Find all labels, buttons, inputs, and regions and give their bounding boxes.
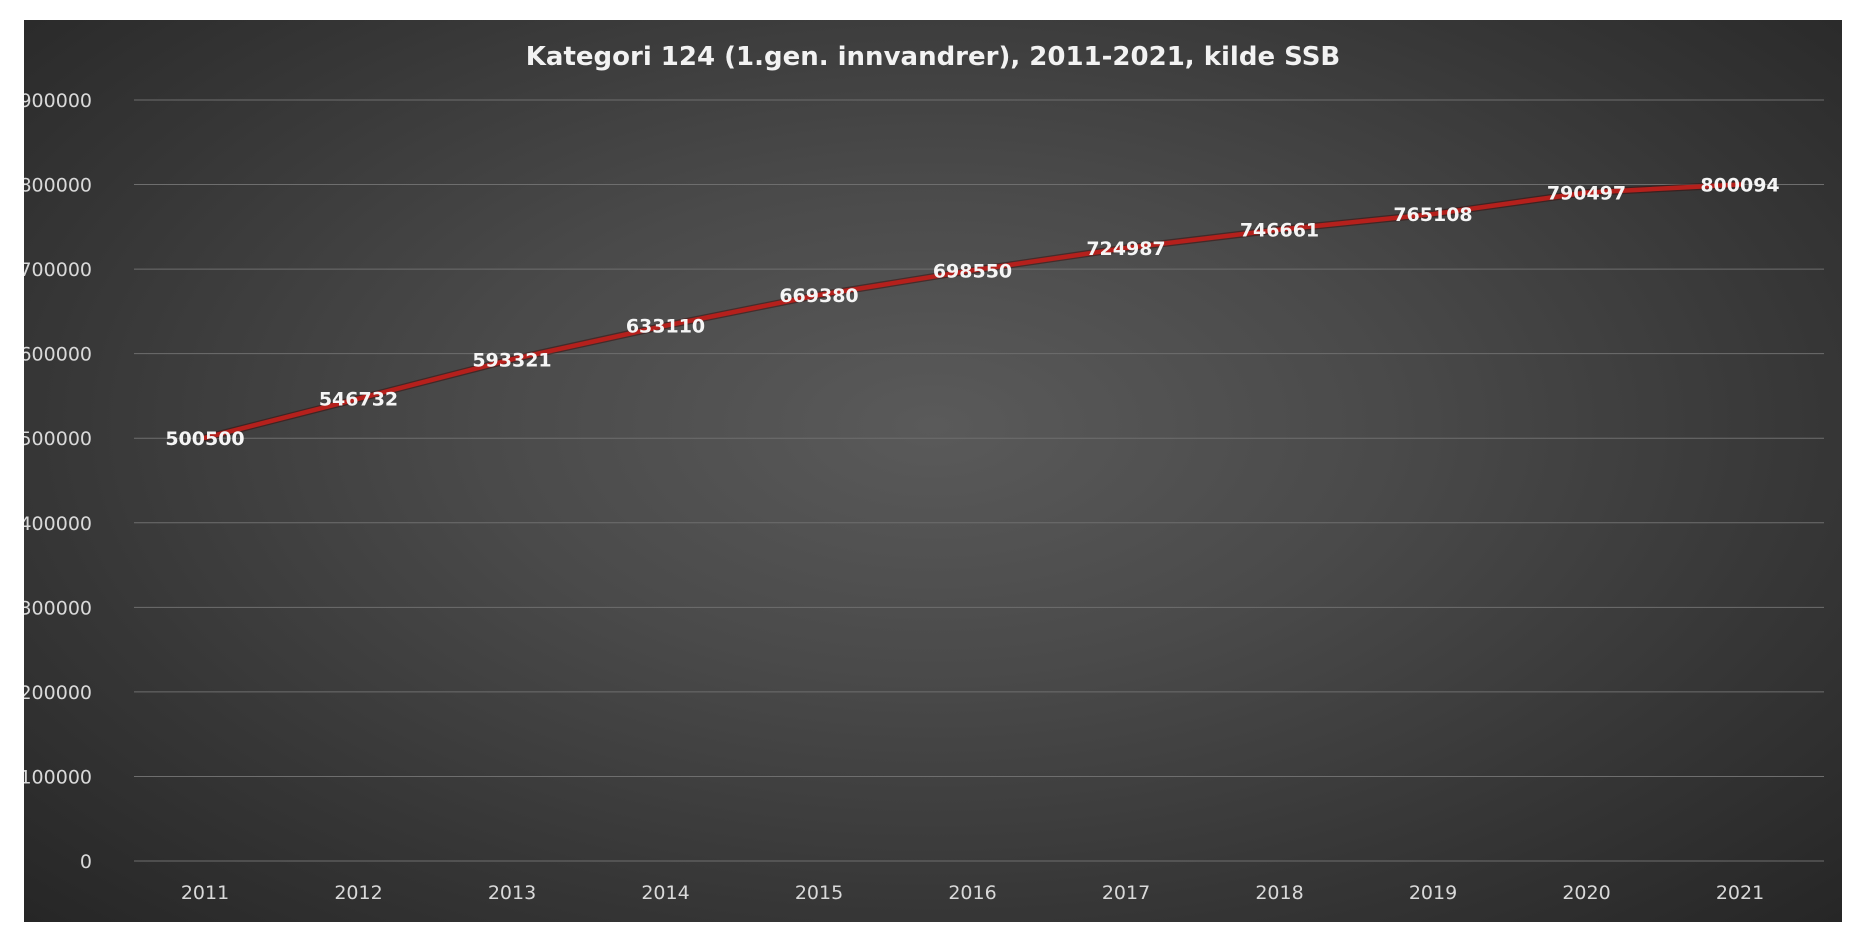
y-axis-ticks: 0 100000 200000 300000 400000 500000 600000 700… bbox=[24, 90, 92, 873]
x-tick-label: 2019 bbox=[1409, 882, 1457, 904]
x-tick-label: 2015 bbox=[795, 882, 843, 904]
series-line-group bbox=[201, 180, 1744, 442]
data-label: 500500 bbox=[165, 428, 244, 450]
x-tick-label: 2016 bbox=[948, 882, 996, 904]
line-chart: Kategori 124 (1.gen. innvandrer), 2011-2… bbox=[24, 42, 1824, 904]
data-label: 800094 bbox=[1700, 174, 1779, 196]
data-point bbox=[510, 357, 514, 362]
x-tick-label: 2017 bbox=[1102, 882, 1150, 904]
data-point bbox=[203, 435, 207, 440]
y-tick-label: 100000 bbox=[24, 766, 92, 788]
data-label: 593321 bbox=[472, 349, 551, 371]
x-tick-label: 2013 bbox=[488, 882, 536, 904]
x-tick-label: 2021 bbox=[1716, 882, 1764, 904]
y-tick-label: 400000 bbox=[24, 513, 92, 535]
data-point bbox=[817, 293, 821, 298]
x-tick-label: 2014 bbox=[641, 882, 689, 904]
y-tick-label: 700000 bbox=[24, 259, 92, 281]
data-point bbox=[1277, 227, 1282, 232]
gridlines bbox=[134, 99, 1824, 862]
data-label: 790497 bbox=[1547, 183, 1626, 205]
y-tick-label: 200000 bbox=[24, 682, 92, 704]
chart-area: Kategori 124 (1.gen. innvandrer), 2011-2… bbox=[24, 20, 1842, 922]
chart-title: Kategori 124 (1.gen. innvandrer), 2011-2… bbox=[526, 42, 1340, 72]
data-point bbox=[1124, 245, 1128, 250]
x-tick-label: 2011 bbox=[181, 882, 229, 904]
x-tick-label: 2020 bbox=[1562, 882, 1610, 904]
data-point bbox=[1584, 190, 1589, 195]
data-point bbox=[1431, 212, 1435, 217]
x-tick-label: 2018 bbox=[1255, 882, 1303, 904]
data-point bbox=[663, 323, 668, 328]
y-tick-label: 300000 bbox=[24, 597, 92, 619]
data-label: 633110 bbox=[626, 316, 705, 338]
y-tick-label: 0 bbox=[80, 851, 92, 873]
data-label: 724987 bbox=[1086, 238, 1165, 260]
data-point bbox=[970, 268, 975, 273]
data-label: 746661 bbox=[1240, 220, 1319, 242]
x-axis-ticks: 2011 2012 2013 2014 2015 2016 2017 2018 2019 2020… bbox=[181, 882, 1764, 904]
data-point bbox=[356, 396, 361, 401]
data-label: 669380 bbox=[779, 285, 858, 307]
data-label: 698550 bbox=[933, 260, 1012, 282]
data-label: 546732 bbox=[319, 389, 398, 411]
x-tick-label: 2012 bbox=[334, 882, 382, 904]
data-point bbox=[1738, 182, 1742, 187]
y-tick-label: 800000 bbox=[24, 175, 92, 197]
y-tick-label: 600000 bbox=[24, 344, 92, 366]
y-tick-label: 900000 bbox=[24, 90, 92, 112]
series-line bbox=[202, 182, 1743, 441]
data-label: 765108 bbox=[1393, 204, 1472, 226]
series-line-shadow bbox=[201, 180, 1744, 442]
y-tick-label: 500000 bbox=[24, 428, 92, 450]
data-labels: 500500 546732 593321 633110 669380 698550 7249… bbox=[165, 174, 1779, 449]
